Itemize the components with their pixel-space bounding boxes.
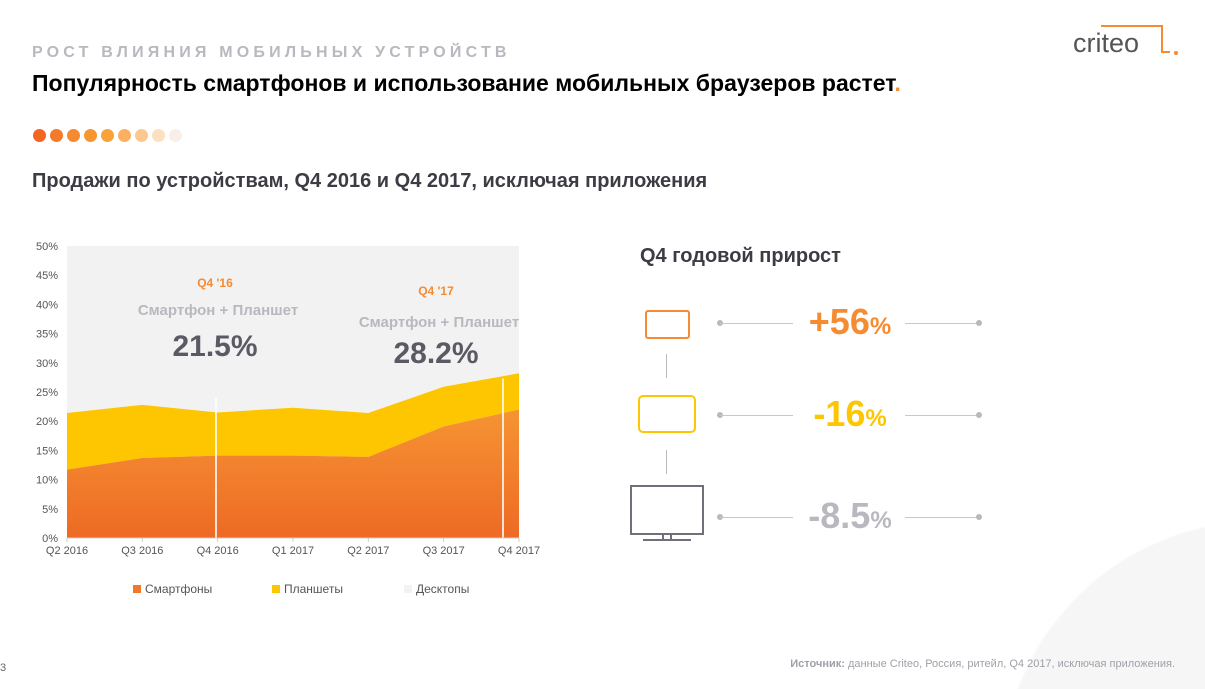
line-dot — [976, 514, 982, 520]
progress-dot — [118, 129, 131, 142]
source-text: данные Criteo, Россия, ритейл, Q4 2017, … — [844, 658, 1175, 670]
y-tick-label: 40% — [36, 299, 58, 311]
legend-item-tablets: Планшеты — [272, 582, 343, 596]
growth-number: -8.5 — [808, 495, 871, 536]
growth-line — [720, 323, 793, 324]
title-dot: . — [894, 70, 901, 96]
annotation-label: Смартфон + Планшет — [359, 314, 519, 331]
logo-text: criteo — [1073, 28, 1139, 58]
y-tick-label: 35% — [36, 329, 58, 341]
y-tick-label: 0% — [42, 533, 58, 545]
annotation-period: Q4 '17 — [418, 284, 454, 298]
x-tick-label: Q4 2017 — [498, 545, 540, 557]
growth-unit: % — [865, 405, 887, 432]
progress-dot — [67, 129, 80, 142]
growth-line — [905, 517, 979, 518]
legend-label: Смартфоны — [145, 582, 213, 596]
smartphones-area — [67, 409, 519, 538]
annotation-value: 28.2% — [393, 337, 478, 370]
growth-value: +56% — [785, 301, 915, 343]
y-tick-label: 5% — [42, 504, 58, 516]
tablet-icon — [638, 395, 696, 433]
legend-swatch — [404, 585, 412, 593]
x-tick-label: Q2 2016 — [46, 545, 88, 557]
legend-label: Десктопы — [416, 582, 470, 596]
y-tick-label: 45% — [36, 270, 58, 282]
area-chart: 0% 5% 10% 15% 20% 25% 30% 35% 40% 45% 50% Q2 2016 Q3… — [36, 241, 540, 557]
desktop-base — [643, 539, 691, 541]
legend-swatch — [272, 585, 280, 593]
progress-dots — [33, 129, 182, 142]
section-kicker: РОСТ ВЛИЯНИЯ МОБИЛЬНЫХ УСТРОЙСТВ — [32, 44, 511, 61]
growth-number: +56 — [808, 301, 870, 342]
legend-item-desktops: Десктопы — [404, 582, 469, 596]
y-tick-label: 50% — [36, 241, 58, 253]
growth-line — [905, 415, 979, 416]
progress-dot — [84, 129, 97, 142]
line-dot — [976, 320, 982, 326]
annotation-value: 21.5% — [172, 330, 257, 363]
growth-title: Q4 годовой прирост — [640, 245, 841, 267]
title-text: Популярность смартфонов и использование … — [32, 70, 895, 96]
progress-dot — [152, 129, 165, 142]
criteo-logo: criteo — [1073, 25, 1178, 58]
smartphone-icon — [645, 310, 690, 339]
desktop-icon — [630, 485, 704, 535]
growth-value: -16% — [785, 393, 915, 435]
page-title: Популярность смартфонов и использование … — [32, 70, 901, 97]
growth-value: -8.5% — [785, 495, 915, 537]
growth-unit: % — [869, 313, 892, 340]
progress-dot — [50, 129, 63, 142]
progress-dot — [169, 129, 182, 142]
annotation-label: Смартфон + Планшет — [138, 302, 298, 319]
y-tick-label: 30% — [36, 358, 58, 370]
x-tick-label: Q3 2017 — [423, 545, 465, 557]
source-note: Источник: данные Criteo, Россия, ритейл,… — [790, 658, 1175, 670]
y-tick-label: 25% — [36, 387, 58, 399]
progress-dot — [135, 129, 148, 142]
growth-line — [905, 323, 979, 324]
x-tick-label: Q4 2016 — [197, 545, 239, 557]
connector-line — [666, 354, 667, 378]
connector-line — [666, 450, 667, 474]
legend-swatch — [133, 585, 141, 593]
x-tick-label: Q3 2016 — [121, 545, 163, 557]
tablets-area — [67, 373, 519, 470]
progress-dot — [101, 129, 114, 142]
growth-unit: % — [870, 507, 892, 534]
x-tick-label: Q2 2017 — [347, 545, 389, 557]
annotation-period: Q4 '16 — [197, 276, 233, 290]
desktop-stand — [662, 533, 672, 539]
growth-line — [720, 517, 793, 518]
x-tick-label: Q1 2017 — [272, 545, 314, 557]
page-number: 3 — [0, 662, 7, 674]
progress-dot — [33, 129, 46, 142]
y-tick-label: 10% — [36, 475, 58, 487]
y-tick-label: 15% — [36, 445, 58, 457]
y-tick-label: 20% — [36, 416, 58, 428]
growth-number: -16 — [813, 393, 866, 434]
source-label: Источник: — [790, 658, 845, 670]
legend-item-smartphones: Смартфоны — [133, 582, 212, 596]
chart-subtitle: Продажи по устройствам, Q4 2016 и Q4 201… — [32, 170, 708, 192]
growth-line — [720, 415, 793, 416]
legend-label: Планшеты — [284, 582, 343, 596]
line-dot — [976, 412, 982, 418]
